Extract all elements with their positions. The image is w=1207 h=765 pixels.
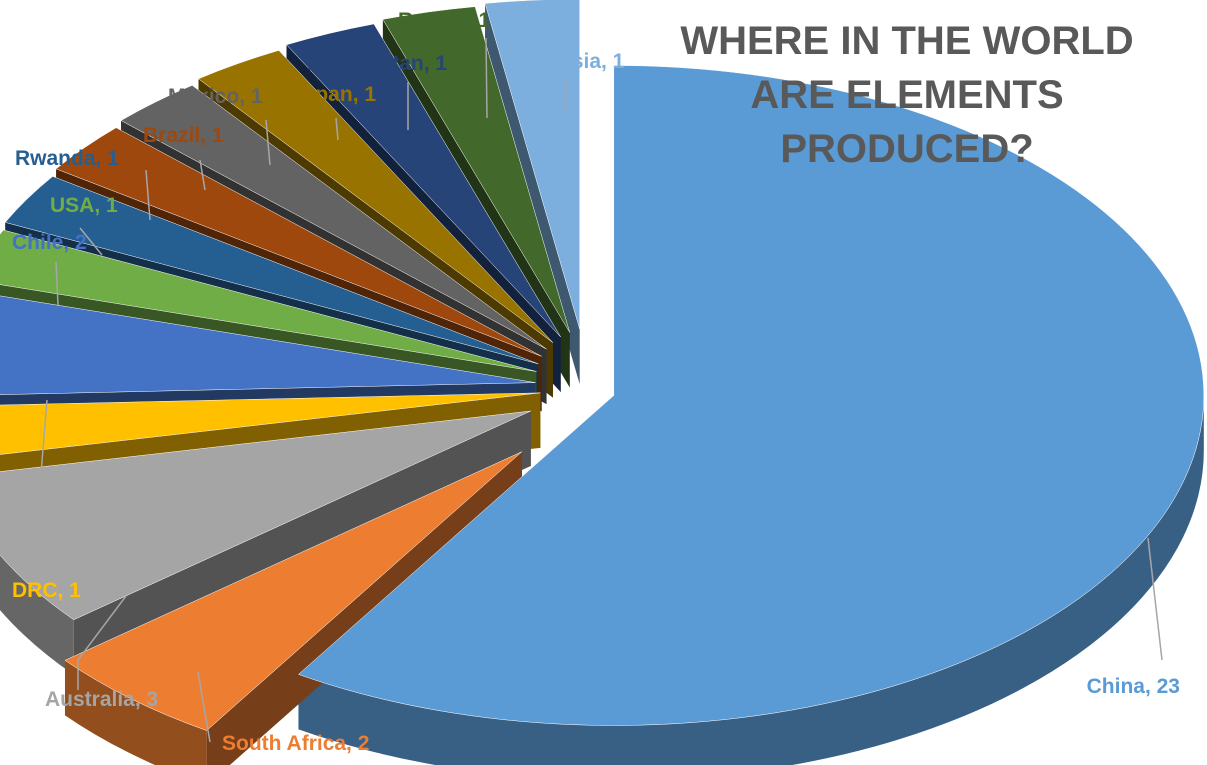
leader-line-usa (79, 227, 103, 256)
leader-line-drc (33, 399, 48, 561)
slice-mexico (120, 85, 547, 350)
chart-title: WHERE IN THE WORLD ARE ELEMENTS PRODUCED… (680, 19, 1134, 171)
leader-line-mexico (265, 119, 271, 166)
slice-australia (0, 410, 531, 621)
slice-chile (0, 295, 536, 395)
data-label-south-africa: South Africa, 2 (222, 732, 369, 755)
slice-indonesia (484, 0, 580, 330)
data-label-kazakhstan: Kazakhstan, 1 (307, 52, 447, 75)
data-label-brazil: Brazil, 1 (143, 124, 224, 147)
slice-side-china-0 (298, 395, 1204, 765)
slice-tops (0, 0, 1205, 731)
leader-line-chile (55, 261, 59, 306)
slice-russia (382, 6, 570, 333)
slice-usa (0, 229, 537, 372)
data-labels: China, 23 South Africa, 2 Australia, 3 DRC,… (12, 9, 1180, 755)
slice-china (297, 65, 1205, 726)
data-label-drc: DRC, 1 (12, 579, 81, 602)
leader-lines (33, 37, 1163, 743)
data-label-japan: Japan, 1 (292, 83, 376, 106)
leader-line-australia (77, 595, 127, 690)
slice-south-africa (64, 451, 523, 731)
leader-line-japan (335, 117, 339, 141)
data-label-australia: Australia, 3 (45, 688, 158, 711)
data-label-usa: USA, 1 (50, 194, 118, 217)
slice-drc (0, 392, 541, 455)
slice-kazakhstan (286, 23, 561, 338)
leader-line-china (1147, 537, 1163, 661)
leader-line-indonesia (564, 81, 567, 113)
leader-line-rwanda (145, 169, 151, 221)
slice-japan (197, 50, 554, 343)
data-label-mexico: Mexico, 1 (168, 85, 263, 108)
data-label-china: China, 23 (1087, 675, 1180, 698)
data-label-chile: Chile, 2 (12, 231, 87, 254)
leader-line-south-africa (197, 671, 211, 743)
data-label-indonesia: Indonesia, 1 (503, 50, 625, 73)
slice-side-south-africa-0 (64, 660, 207, 765)
leader-line-russia (485, 37, 488, 119)
data-label-russia: Russia, 1 (398, 9, 491, 32)
data-label-rwanda: Rwanda, 1 (15, 147, 119, 170)
slice-brazil (55, 127, 542, 357)
slice-rwanda (4, 176, 539, 365)
leader-line-brazil (199, 159, 206, 191)
slice-side-australia-0 (0, 555, 74, 675)
